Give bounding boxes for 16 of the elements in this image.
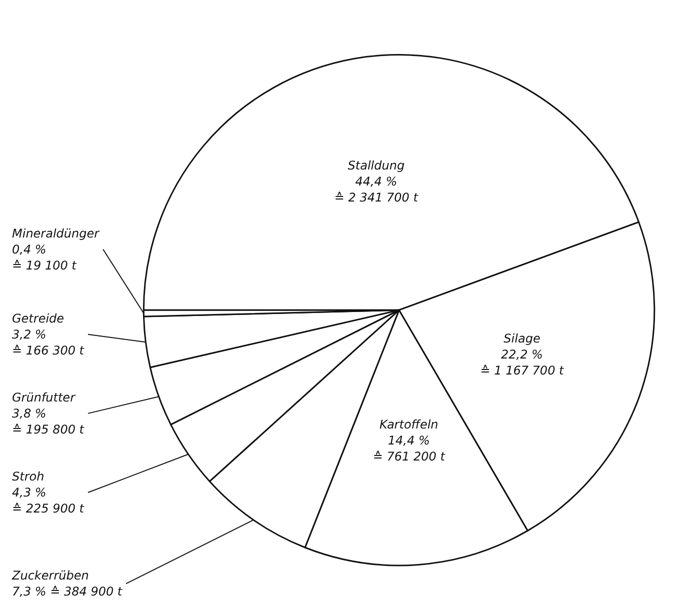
slice-label: Zuckerrüben — [11, 568, 89, 583]
data-label: 0,4 % ≙ 19 100 t — [12, 242, 78, 272]
slice-label: Getreide — [12, 311, 64, 326]
data-label: 44,4 % ≙ 2 341 700 t — [334, 174, 420, 204]
data-label: 22,2 % ≙ 1 167 700 t — [480, 347, 566, 378]
slice-label: Silage — [504, 331, 540, 346]
data-label: 3,2 % ≙ 166 300 t — [12, 327, 86, 358]
slice-label: Mineraldünger — [12, 226, 100, 240]
slice-label: Stalldung — [348, 158, 405, 172]
slice-label: Stroh — [12, 469, 44, 484]
data-label: 14,4 % ≙ 761 200 t — [372, 433, 446, 464]
slice-label: Kartoffeln — [380, 417, 438, 432]
data-label: 3,8 % ≙ 195 800 t — [12, 406, 86, 436]
data-label: 4,3 % ≙ 225 900 t — [12, 485, 86, 516]
slice-label: Grünfutter — [12, 390, 76, 404]
data-label: 7,3 % ≙ 384 900 t — [12, 584, 124, 599]
